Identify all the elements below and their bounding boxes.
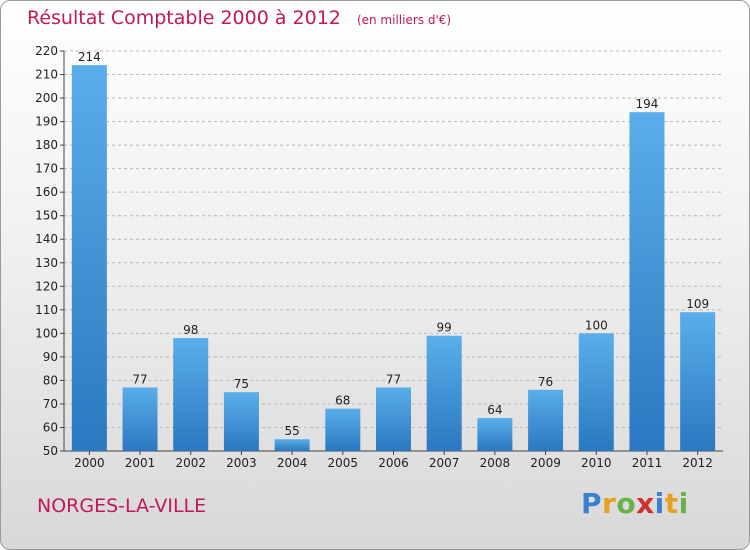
x-tick-label: 2005 bbox=[328, 456, 359, 470]
x-tick-label: 2001 bbox=[125, 456, 156, 470]
y-tick-label: 180 bbox=[35, 138, 58, 152]
x-tick-label: 2004 bbox=[277, 456, 308, 470]
bar bbox=[376, 387, 411, 451]
bar bbox=[173, 338, 209, 451]
bar-value-label: 214 bbox=[78, 50, 101, 64]
chart-subtitle: (en milliers d'€) bbox=[356, 13, 452, 27]
x-tick-label: 2008 bbox=[480, 456, 511, 470]
x-tick-label: 2011 bbox=[632, 456, 663, 470]
logo-letter: r bbox=[602, 487, 617, 520]
proxiti-logo: Proxiti bbox=[581, 487, 689, 520]
bar-value-label: 68 bbox=[335, 394, 350, 408]
x-tick-label: 2009 bbox=[530, 456, 561, 470]
bar bbox=[528, 389, 564, 451]
bar bbox=[71, 65, 107, 451]
bar bbox=[477, 418, 513, 451]
y-tick-label: 220 bbox=[35, 44, 58, 58]
chart-title: Résultat Comptable 2000 à 2012 (en milli… bbox=[27, 7, 451, 29]
y-tick-label: 160 bbox=[35, 185, 58, 199]
bar-value-label: 76 bbox=[538, 375, 553, 389]
y-tick-label: 140 bbox=[35, 232, 58, 246]
y-tick-label: 120 bbox=[35, 279, 58, 293]
y-tick-label: 80 bbox=[43, 373, 58, 387]
logo-letter: i bbox=[678, 487, 689, 520]
x-tick-label: 2006 bbox=[378, 456, 409, 470]
bar-value-label: 194 bbox=[636, 97, 659, 111]
logo-letter: t bbox=[664, 487, 679, 520]
location-label: NORGES-LA-VILLE bbox=[37, 495, 207, 517]
y-tick-label: 90 bbox=[43, 350, 58, 364]
bar-value-label: 109 bbox=[686, 297, 709, 311]
bar-value-label: 99 bbox=[437, 321, 452, 335]
y-tick-label: 100 bbox=[35, 326, 58, 340]
y-tick-label: 150 bbox=[35, 209, 58, 223]
y-tick-label: 70 bbox=[43, 397, 58, 411]
bar-value-label: 100 bbox=[585, 318, 608, 332]
bar-value-label: 77 bbox=[386, 372, 401, 386]
bar-value-label: 55 bbox=[284, 424, 299, 438]
bar bbox=[223, 392, 259, 451]
y-tick-label: 210 bbox=[35, 68, 58, 82]
y-tick-label: 50 bbox=[43, 444, 58, 458]
bar-value-label: 98 bbox=[183, 323, 198, 337]
y-tick-label: 170 bbox=[35, 162, 58, 176]
logo-letter: P bbox=[581, 487, 603, 520]
bar-value-label: 64 bbox=[487, 403, 502, 417]
bar-value-label: 77 bbox=[132, 372, 147, 386]
y-tick-label: 60 bbox=[43, 420, 58, 434]
x-tick-label: 2003 bbox=[226, 456, 257, 470]
bar bbox=[680, 312, 716, 451]
bar bbox=[578, 333, 614, 451]
logo-letter: i bbox=[654, 487, 665, 520]
bar bbox=[629, 112, 665, 452]
x-tick-label: 2012 bbox=[682, 456, 713, 470]
y-tick-label: 190 bbox=[35, 115, 58, 129]
x-tick-label: 2010 bbox=[581, 456, 612, 470]
x-tick-label: 2007 bbox=[429, 456, 460, 470]
bar bbox=[426, 335, 462, 451]
x-tick-label: 2002 bbox=[175, 456, 206, 470]
logo-letter: o bbox=[616, 487, 637, 520]
bar-value-label: 75 bbox=[234, 377, 249, 391]
bar bbox=[122, 387, 158, 451]
bar bbox=[325, 408, 361, 451]
y-tick-label: 200 bbox=[35, 91, 58, 105]
chart-title-text: Résultat Comptable 2000 à 2012 bbox=[27, 7, 341, 29]
y-tick-label: 130 bbox=[35, 256, 58, 270]
x-tick-label: 2000 bbox=[74, 456, 105, 470]
y-tick-label: 110 bbox=[35, 303, 58, 317]
bar bbox=[274, 439, 310, 451]
logo-letter: x bbox=[636, 487, 655, 520]
